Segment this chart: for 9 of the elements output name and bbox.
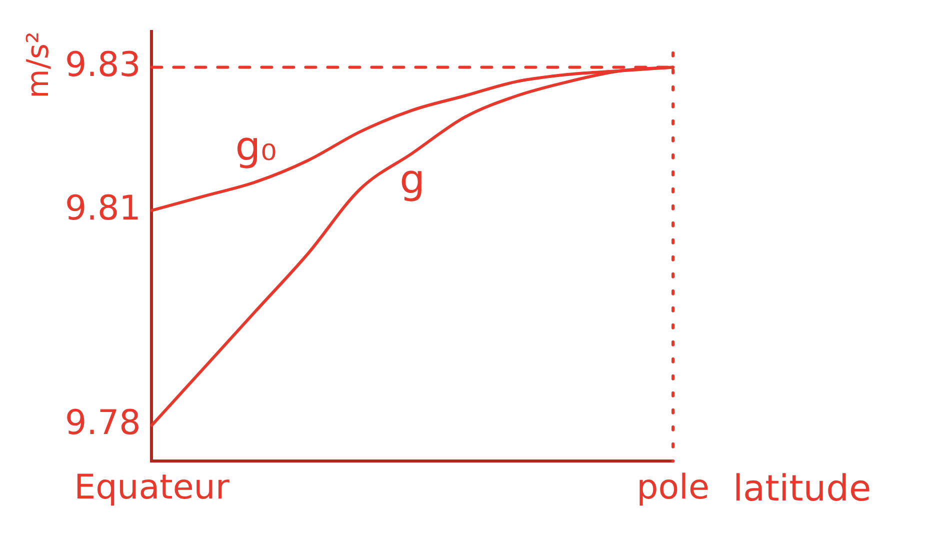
x-tick-label: Equateur (74, 467, 230, 508)
y-axis-title: m/s² (20, 31, 56, 98)
x-axis-title: latitude (733, 468, 872, 510)
y-tick-label: 9.78 (65, 403, 141, 444)
y-tick-label: 9.83 (65, 45, 141, 86)
series-label: g₀ (235, 124, 277, 170)
x-tick-label: pole (636, 467, 710, 508)
series-label: g (400, 157, 426, 204)
y-tick-label: 9.81 (65, 188, 141, 228)
